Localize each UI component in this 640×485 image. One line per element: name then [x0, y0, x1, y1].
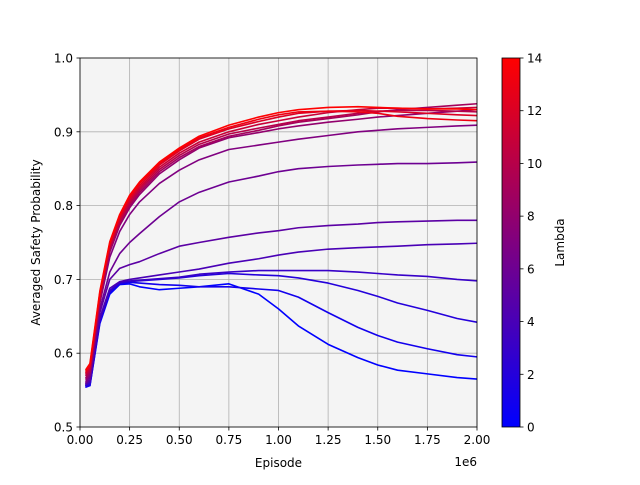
x-tick-label: 0.25 — [116, 433, 143, 447]
x-tick-label: 0.00 — [67, 433, 94, 447]
colorbar-tick-label: 2 — [527, 368, 535, 382]
series-line-3 — [85, 269, 477, 386]
x-tick-label: 0.75 — [216, 433, 243, 447]
x-tick-label: 1.50 — [364, 433, 391, 447]
y-tick-label: 0.7 — [54, 273, 73, 287]
y-tick-label: 0.8 — [54, 199, 73, 213]
colorbar-tick-label: 6 — [527, 262, 535, 276]
series-lines — [85, 102, 477, 388]
y-axis-ticks: 0.5 0.6 0.7 0.8 0.9 1.0 — [54, 52, 80, 435]
colorbar-tick-label: 10 — [527, 157, 542, 171]
y-tick-label: 0.5 — [54, 421, 73, 435]
series-line-0 — [85, 283, 477, 387]
x-axis-label: Episode — [255, 456, 302, 470]
colorbar-tick-label: 14 — [527, 52, 542, 66]
series-line-5 — [85, 219, 477, 385]
y-tick-label: 0.9 — [54, 125, 73, 139]
x-tick-label: 2.00 — [464, 433, 491, 447]
series-line-1 — [85, 281, 477, 388]
colorbar-tick-label: 4 — [527, 315, 535, 329]
y-tick-label: 0.6 — [54, 347, 73, 361]
series-line-6 — [85, 161, 477, 384]
colorbar-tick-label: 0 — [527, 421, 535, 435]
x-tick-label: 0.50 — [166, 433, 193, 447]
colorbar — [501, 57, 521, 428]
x-axis-ticks: 0.00 0.25 0.50 0.75 1.00 1.25 1.50 1.75 2.00 — [67, 427, 491, 447]
colorbar-label: Lambda — [553, 218, 567, 266]
x-tick-label: 1.00 — [265, 433, 292, 447]
colorbar-tick-label: 8 — [527, 210, 535, 224]
x-axis-offset-label: 1e6 — [454, 455, 477, 469]
x-tick-label: 1.75 — [414, 433, 441, 447]
series-line-7 — [85, 124, 477, 383]
y-axis-label: Averaged Safety Probability — [29, 159, 43, 325]
series-line-14 — [85, 105, 477, 371]
x-tick-label: 1.25 — [315, 433, 342, 447]
colorbar-ticks: 0 2 4 6 8 10 12 14 — [520, 52, 542, 435]
y-tick-label: 1.0 — [54, 52, 73, 66]
colorbar-tick-label: 12 — [527, 104, 542, 118]
series-line-4 — [85, 242, 477, 385]
